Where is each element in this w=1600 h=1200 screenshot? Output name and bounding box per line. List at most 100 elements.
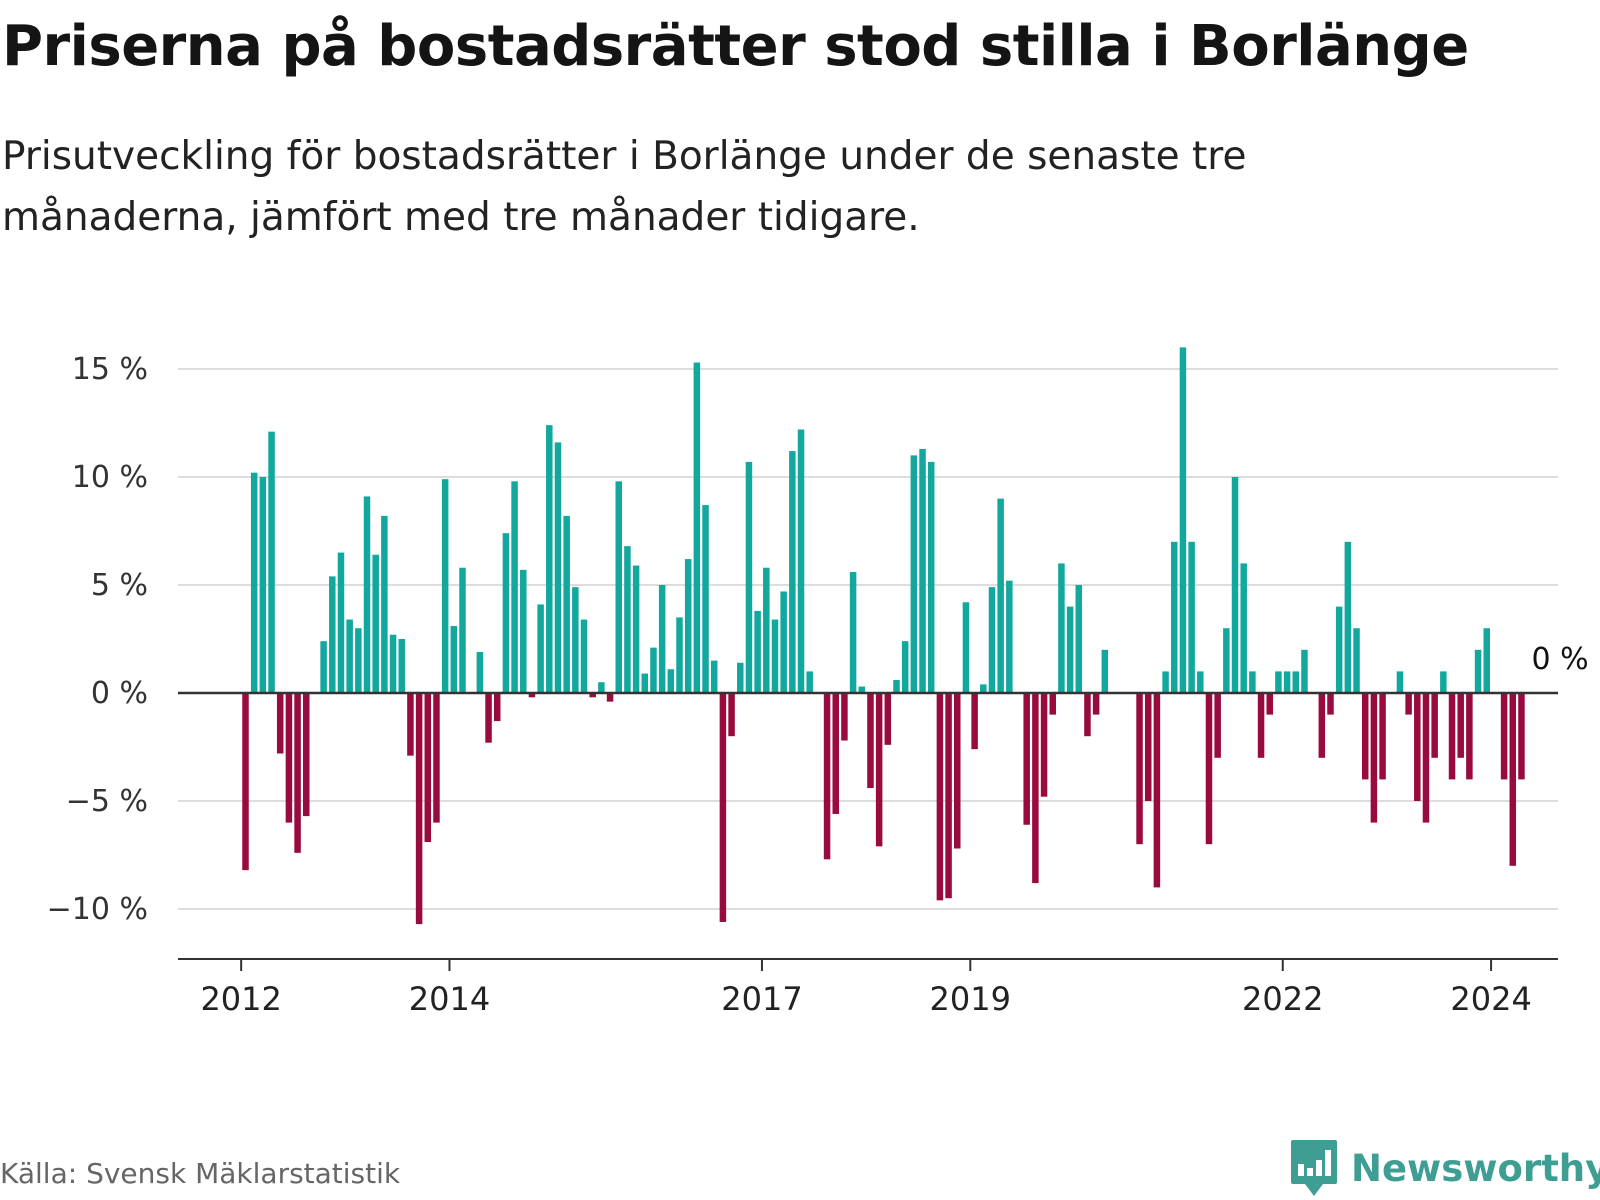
bar-2015-12: [650, 647, 657, 693]
bar-2016-10: [737, 662, 744, 693]
bar-2019-04: [997, 498, 1004, 693]
bar-2019-11: [1058, 563, 1065, 693]
bar-2022-10: [1361, 693, 1369, 780]
bar-2019-02: [980, 684, 987, 693]
bar-2013-04: [372, 554, 379, 693]
bar-2024-02: [1500, 693, 1508, 780]
bar-2018-11: [954, 693, 961, 849]
bar-2013-02: [355, 628, 362, 693]
bar-2023-04: [1414, 693, 1421, 801]
bar-2015-05: [589, 693, 596, 698]
x-tick-label: 2019: [930, 980, 1011, 1018]
bar-2017-10: [841, 693, 848, 741]
bar-2013-01: [346, 619, 353, 693]
bar-2021-08: [1240, 563, 1247, 693]
bar-2021-01: [1179, 347, 1187, 693]
bar-2019-03: [988, 587, 996, 693]
bar-2022-05: [1318, 693, 1326, 758]
bar-2014-05: [485, 693, 492, 743]
brand-logo: Newsworthy: [1289, 1138, 1600, 1198]
bar-2013-05: [381, 515, 388, 693]
bar-2021-05: [1214, 693, 1221, 758]
bar-2023-02: [1396, 671, 1404, 693]
bar-2012-07: [294, 693, 301, 853]
bar-2019-01: [971, 693, 978, 750]
bar-2021-04: [1205, 693, 1213, 845]
bar-2018-12: [962, 602, 970, 693]
bar-2017-02: [771, 619, 779, 693]
source-note: Källa: Svensk Mäklarstatistik: [0, 1157, 401, 1190]
bar-2012-02: [250, 472, 258, 693]
y-tick-label: 5 %: [91, 568, 148, 603]
bar-2016-01: [658, 585, 666, 693]
bar-2020-10: [1153, 693, 1161, 888]
bar-2022-01: [1283, 671, 1291, 693]
bar-2013-11: [433, 693, 440, 823]
bar-2017-06: [806, 671, 813, 693]
bar-2020-12: [1171, 541, 1178, 693]
bar-2023-12: [1483, 628, 1490, 693]
bar-2012-05: [276, 693, 284, 754]
bar-2013-07: [398, 639, 405, 693]
bar-2016-04: [684, 559, 692, 693]
bar-2012-08: [303, 693, 310, 817]
bar-2012-03: [259, 477, 267, 693]
bar-2012-04: [268, 431, 275, 693]
x-tick-label: 2012: [200, 980, 281, 1018]
bar-2017-08: [823, 693, 831, 860]
x-tick-label: 2017: [721, 980, 802, 1018]
bar-2012-01: [242, 693, 249, 871]
y-tick-label: 15 %: [72, 352, 148, 387]
bar-2014-04: [476, 651, 484, 693]
bar-2023-06: [1431, 693, 1438, 758]
bar-2015-06: [598, 682, 605, 693]
bar-2015-01: [554, 442, 562, 693]
y-tick-label: 0 %: [91, 676, 148, 711]
x-tick-label: 2014: [409, 980, 490, 1018]
bar-2015-03: [572, 587, 579, 693]
bar-2023-03: [1405, 693, 1412, 715]
bar-2014-06: [493, 693, 501, 722]
bar-2017-11: [849, 572, 857, 693]
bar-2022-03: [1301, 649, 1308, 693]
bar-2022-08: [1344, 541, 1352, 693]
bar-2014-02: [459, 567, 466, 693]
bar-2021-02: [1188, 541, 1195, 693]
bar-2017-04: [789, 451, 796, 693]
bar-2013-10: [424, 693, 432, 843]
bar-2018-05: [901, 641, 909, 693]
bar-2019-07: [1023, 693, 1030, 825]
bar-2020-01: [1075, 585, 1083, 693]
bar-2022-07: [1335, 606, 1343, 693]
bar-2019-09: [1040, 693, 1048, 797]
bar-2013-08: [407, 693, 414, 756]
bar-2015-09: [624, 546, 631, 693]
last-value-label: 0 %: [1531, 642, 1588, 677]
bar-2016-08: [719, 693, 727, 922]
bar-2015-07: [606, 693, 614, 702]
bar-2021-11: [1266, 693, 1273, 715]
bar-2022-09: [1353, 628, 1360, 693]
bar-2015-10: [632, 565, 640, 693]
y-axis-labels: −10 % −5 % 0 % 5 % 10 % 15 %: [47, 352, 148, 927]
bar-2013-12: [441, 479, 449, 693]
chart-title: Priserna på bostadsrätter stod stilla i …: [2, 14, 1469, 79]
bar-2023-11: [1474, 649, 1482, 693]
x-tick-label: 2024: [1450, 980, 1531, 1018]
bar-2015-04: [580, 619, 588, 693]
bar-2014-12: [546, 425, 553, 693]
bar-2023-05: [1422, 693, 1430, 823]
bar-2014-09: [520, 569, 527, 693]
bar-2012-06: [285, 693, 293, 823]
bar-2019-08: [1032, 693, 1039, 884]
bar-2013-06: [389, 634, 397, 693]
x-axis-ticks: 2012 2014 2017 2019 2022 2024: [200, 959, 1532, 1018]
bars: [242, 347, 1525, 925]
bar-2016-02: [667, 669, 675, 693]
bar-2012-10: [320, 641, 327, 693]
bar-2017-05: [797, 429, 805, 693]
bar-2016-11: [745, 461, 753, 693]
bar-2013-09: [415, 693, 423, 925]
bar-2018-02: [875, 693, 883, 847]
bar-2014-01: [450, 626, 458, 693]
